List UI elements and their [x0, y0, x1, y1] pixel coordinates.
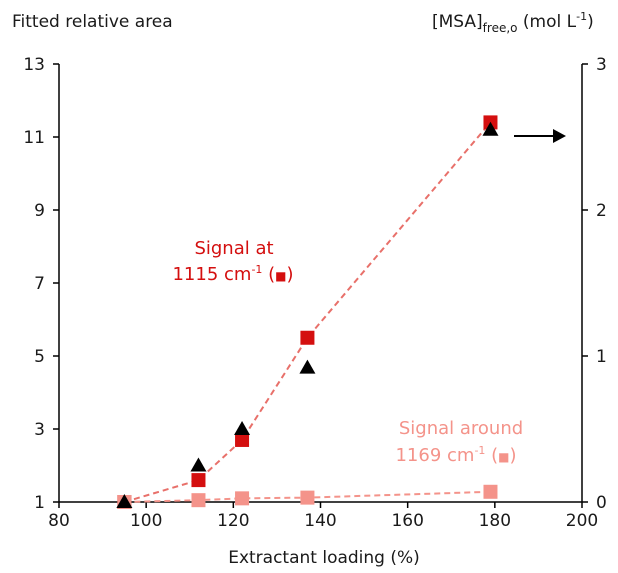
annotation-1169-line1: Signal around: [399, 418, 523, 439]
y-left-axis-title: Fitted relative area: [12, 12, 173, 32]
x-tick-label: 80: [48, 511, 70, 531]
y-left-tick-label: 11: [23, 128, 45, 148]
right-axis-arrow: [514, 129, 566, 143]
marker-signal_1169: [191, 493, 206, 508]
series-line-signal_1169: [124, 490, 491, 503]
series-markers: [116, 115, 499, 509]
marker-signal_1169: [300, 490, 315, 505]
annotation-1115-line2: 1115 cm-1 (■): [172, 263, 293, 285]
y-right-axis-title: [MSA]free,o (mol L-1): [432, 10, 594, 35]
y-right-title-sub: free,o: [483, 21, 518, 35]
marker-signal_1169: [483, 484, 498, 499]
y-left-tick-label: 5: [34, 347, 45, 367]
marker-msa_free: [482, 121, 499, 136]
annotation-signal-1169: Signal around 1169 cm-1 (■): [395, 418, 523, 466]
marker-signal_1115: [235, 432, 250, 447]
y-right-title-sup: -1: [576, 10, 587, 23]
series-line-signal_1115: [124, 121, 492, 503]
x-tick-label: 180: [479, 511, 511, 531]
marker-signal_1169: [235, 491, 250, 506]
marker-signal_1115: [191, 473, 206, 488]
annotation-1115-marker: ■: [275, 269, 286, 283]
series-lines: [124, 121, 492, 503]
x-tick-label: 120: [217, 511, 249, 531]
annotation-1115-line1: Signal at: [194, 238, 273, 259]
marker-signal_1115: [300, 330, 315, 345]
x-tick-label: 140: [304, 511, 336, 531]
y-right-tick-label: 2: [596, 201, 607, 221]
y-right-tick-label: 0: [596, 493, 607, 513]
annotation-signal-1115: Signal at 1115 cm-1 (■): [172, 238, 293, 285]
y-left-tick-label: 7: [34, 274, 45, 294]
y-left-tick-label: 13: [23, 55, 45, 75]
y-right-title-main: [MSA]: [432, 12, 483, 32]
x-axis-title: Extractant loading (%): [228, 548, 420, 568]
marker-msa_free: [234, 421, 251, 435]
y-left-tick-label: 1: [34, 493, 45, 513]
marker-msa_free: [190, 457, 207, 472]
y-right-tick-label: 3: [596, 55, 607, 75]
y-left-tick-label: 9: [34, 201, 45, 221]
marker-msa_free: [299, 359, 316, 374]
y-right-title-tail: (mol L: [518, 12, 577, 32]
annotation-1169-line2: 1169 cm-1 (■): [395, 444, 516, 466]
x-tick-label: 100: [130, 511, 162, 531]
x-tick-label: 160: [391, 511, 423, 531]
marker-msa_free: [116, 494, 133, 508]
x-tick-label: 200: [566, 511, 598, 531]
annotation-1169-marker: ■: [498, 450, 509, 464]
y-left-tick-label: 3: [34, 420, 45, 440]
y-right-title-end: ): [587, 12, 594, 32]
y-right-tick-label: 1: [596, 347, 607, 367]
